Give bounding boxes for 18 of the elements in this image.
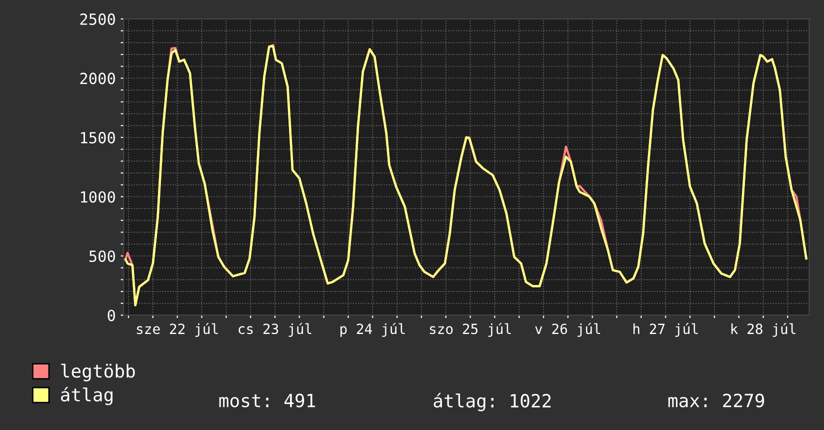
legend-label: legtöbb xyxy=(61,364,135,382)
y-tick-label: 500 xyxy=(89,250,115,262)
x-tick-label: cs 23 júl xyxy=(238,322,312,337)
y-tick-label: 0 xyxy=(108,310,115,322)
x-tick-label: szo 25 júl xyxy=(430,322,511,337)
x-tick-label: k 28 júl xyxy=(731,322,796,337)
legend-label: átlag xyxy=(60,386,112,406)
y-tick-label: 2500 xyxy=(80,13,115,25)
text: átlag: 1022 xyxy=(434,392,551,412)
x-tick-label: h 27 júl xyxy=(633,322,698,337)
y-tick-label: 1000 xyxy=(81,191,115,203)
text: max: 2279 xyxy=(668,394,764,408)
text: most: 491 xyxy=(219,394,315,408)
y-tick-label: 1500 xyxy=(81,132,115,144)
x-tick-label: sze 22 júl xyxy=(136,322,218,337)
y-tick-label: 2000 xyxy=(80,72,115,84)
x-tick-label: p 24 júl xyxy=(340,322,405,337)
x-tick-label: v 26 júl xyxy=(535,322,600,337)
